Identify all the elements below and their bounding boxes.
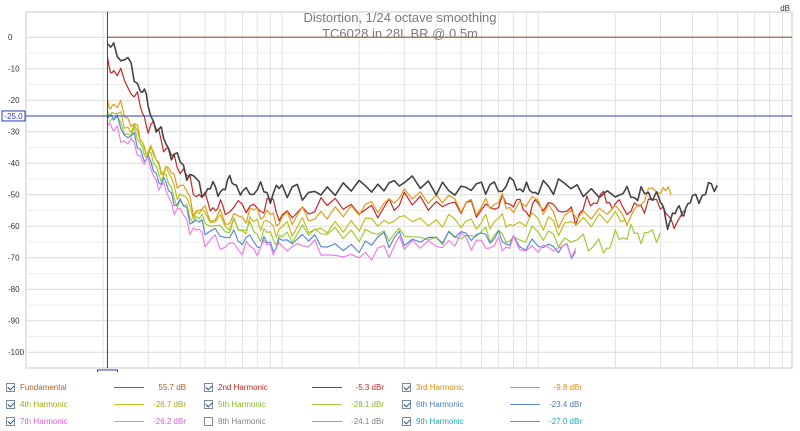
legend-item-3rd-harmonic: 3rd Harmonic -9.8 dBr [402,380,592,396]
legend-item-9th-harmonic: 9th Harmonic -27.0 dBr [402,414,592,430]
series-line-4th-harmonic [106,110,627,238]
y-tick-label: 0 [8,33,13,42]
legend-item-6th-harmonic: 6th Harmonic -23.4 dBr [402,397,592,413]
legend-value: -28.1 dBr [351,400,384,409]
cursor-y-label: -25.0 [4,112,23,121]
legend-value: -26.7 dBr [153,400,186,409]
chart-series [106,36,792,261]
legend-swatch [510,404,540,405]
chart-subtitle: TC6028 in 28L BR @ 0.5m [322,26,478,41]
y-tick-label: -70 [8,254,20,263]
legend-swatch [114,404,144,405]
y-tick-label: -30 [8,128,20,137]
legend-checkbox-8th-harmonic[interactable] [204,417,213,426]
legend-checkbox-5th-harmonic[interactable] [204,400,213,409]
y-tick-label: -80 [8,285,20,294]
legend-item-5th-harmonic: 5th Harmonic -28.1 dBr [204,397,394,413]
legend-checkbox-4th-harmonic[interactable] [6,400,15,409]
legend-label: 5th Harmonic [218,400,266,409]
legend-swatch [312,404,342,405]
legend-label: 2nd Harmonic [218,383,268,392]
y-tick-label: -100 [8,348,25,357]
legend-checkbox-7th-harmonic[interactable] [6,417,15,426]
legend-value: -9.8 dBr [553,383,582,392]
chart-grid [25,11,793,369]
legend-value: -24.1 dBr [351,417,384,426]
legend-swatch [510,387,540,388]
legend-label: Fundamental [20,383,67,392]
legend-value: 55.7 dB [158,383,186,392]
legend-item-fundamental: Fundamental 55.7 dB [6,380,196,396]
y-tick-label: -90 [8,317,20,326]
legend-item-7th-harmonic: 7th Harmonic -26.2 dBr [6,414,196,430]
legend-label: 9th Harmonic [416,417,464,426]
legend-value: -5.3 dBr [355,383,384,392]
legend-label: 6th Harmonic [416,400,464,409]
legend-checkbox-fundamental[interactable] [6,383,15,392]
legend-checkbox-6th-harmonic[interactable] [402,400,411,409]
cursor-x-label: 20.8 [100,371,116,372]
legend-label: 4th Harmonic [20,400,68,409]
series-line-5th-harmonic [107,116,661,254]
y-tick-label: -60 [8,222,20,231]
legend-checkbox-2nd-harmonic[interactable] [204,383,213,392]
legend-label: 8th Harmonic [218,417,266,426]
legend-checkbox-3rd-harmonic[interactable] [402,383,411,392]
legend-swatch [312,387,342,388]
chart-title: Distortion, 1/24 octave smoothing [304,10,497,25]
legend-value: -26.2 dBr [153,417,186,426]
cursor-crosshair[interactable]: -25.0 20.8 [1,12,792,372]
legend-swatch [510,421,540,422]
legend-label: 7th Harmonic [20,417,68,426]
legend-value: -23.4 dBr [549,400,582,409]
legend-item-8th-harmonic: 8th Harmonic -24.1 dBr [204,414,394,430]
cursor-x-label-box [96,369,118,372]
legend-item-2nd-harmonic: 2nd Harmonic -5.3 dBr [204,380,394,396]
y-tick-label: -40 [8,159,20,168]
legend-item-4th-harmonic: 4th Harmonic -26.7 dBr [6,397,196,413]
y-tick-label: -50 [8,191,20,200]
legend-label: 3rd Harmonic [416,383,465,392]
cursor-y-label-box [1,110,26,122]
y-tick-label: -20 [8,96,20,105]
legend-swatch [312,421,342,422]
legend-value: -27.0 dBr [549,417,582,426]
plot-area [25,11,793,369]
legend-checkbox-9th-harmonic[interactable] [402,417,411,426]
legend-swatch [114,387,144,388]
y-tick-label: -10 [8,65,20,74]
series-line-7th-harmonic [106,122,577,261]
legend-panel: Fundamental 55.7 dB 2nd Harmonic -5.3 dBr 3r… [0,380,800,431]
distortion-chart[interactable]: 1030405060708090100200300400500600700800… [0,0,800,372]
legend-swatch [114,421,144,422]
series-line-total [107,41,719,231]
series-line-3rd-harmonic [106,99,672,229]
y-axis-unit-label: dB [780,4,790,13]
y-axis-ticks: 0 -10 -20 -30 -40 -50 -60 -70 -80 -90 -100 [8,33,25,357]
